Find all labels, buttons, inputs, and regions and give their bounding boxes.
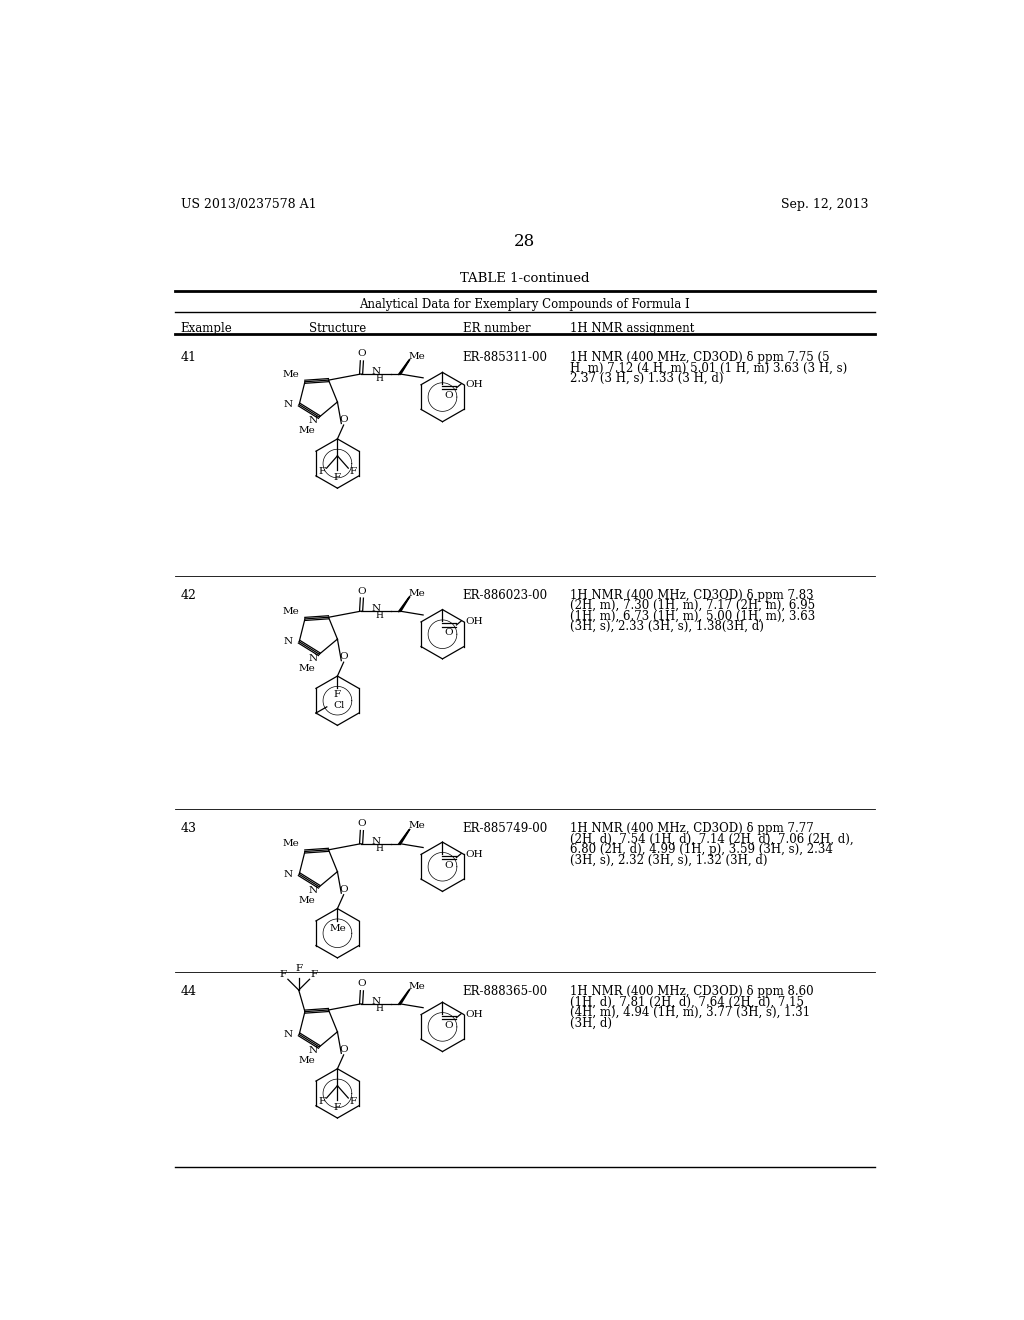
Text: Structure: Structure — [308, 322, 366, 335]
Text: Me: Me — [299, 664, 315, 673]
Text: F: F — [349, 467, 356, 475]
Text: N: N — [372, 605, 380, 614]
Text: O: O — [357, 350, 367, 359]
Text: F: F — [334, 1102, 341, 1111]
Text: (4H, m), 4.94 (1H, m), 3.77 (3H, s), 1.31: (4H, m), 4.94 (1H, m), 3.77 (3H, s), 1.3… — [569, 1006, 810, 1019]
Text: TABLE 1-continued: TABLE 1-continued — [460, 272, 590, 285]
Text: 6.80 (2H, d), 4.99 (1H, p), 3.59 (3H, s), 2.34: 6.80 (2H, d), 4.99 (1H, p), 3.59 (3H, s)… — [569, 843, 833, 855]
Text: F: F — [349, 1097, 356, 1106]
Polygon shape — [398, 359, 410, 375]
Polygon shape — [398, 829, 410, 845]
Text: Me: Me — [299, 1056, 315, 1065]
Text: F: F — [280, 970, 287, 979]
Text: (1H, d), 7.81 (2H, d), 7.64 (2H, d), 7.15: (1H, d), 7.81 (2H, d), 7.64 (2H, d), 7.1… — [569, 995, 804, 1008]
Text: O: O — [339, 652, 348, 661]
Text: Example: Example — [180, 322, 232, 335]
Text: OH: OH — [466, 380, 483, 389]
Text: F: F — [334, 690, 341, 700]
Text: ER-885311-00: ER-885311-00 — [463, 351, 548, 364]
Text: OH: OH — [466, 1010, 483, 1019]
Text: N: N — [284, 400, 293, 409]
Text: 44: 44 — [180, 985, 197, 998]
Text: 42: 42 — [180, 589, 197, 602]
Text: H: H — [376, 843, 384, 853]
Text: F: F — [318, 1097, 326, 1106]
Text: O: O — [357, 586, 367, 595]
Text: Cl: Cl — [333, 701, 344, 710]
Text: O: O — [339, 1045, 348, 1053]
Text: O: O — [339, 416, 348, 424]
Text: 1H NMR (400 MHz, CD3OD) δ ppm 7.83: 1H NMR (400 MHz, CD3OD) δ ppm 7.83 — [569, 589, 813, 602]
Text: N: N — [284, 1030, 293, 1039]
Text: F: F — [295, 964, 302, 973]
Text: F: F — [310, 970, 317, 979]
Text: N: N — [308, 886, 317, 895]
Text: Me: Me — [409, 589, 425, 598]
Text: ER-886023-00: ER-886023-00 — [463, 589, 548, 602]
Text: 28: 28 — [514, 234, 536, 249]
Text: 1H NMR (400 MHz, CD3OD) δ ppm 7.75 (5: 1H NMR (400 MHz, CD3OD) δ ppm 7.75 (5 — [569, 351, 829, 364]
Text: OH: OH — [466, 850, 483, 859]
Text: 43: 43 — [180, 822, 197, 836]
Text: H: H — [376, 374, 384, 383]
Text: 1H NMR assignment: 1H NMR assignment — [569, 322, 694, 335]
Text: Sep. 12, 2013: Sep. 12, 2013 — [781, 198, 869, 211]
Text: N: N — [372, 997, 380, 1006]
Text: Me: Me — [409, 351, 425, 360]
Text: N: N — [284, 870, 293, 879]
Text: Analytical Data for Exemplary Compounds of Formula I: Analytical Data for Exemplary Compounds … — [359, 298, 690, 310]
Text: (2H, m), 7.30 (1H, m), 7.17 (2H, m), 6.95: (2H, m), 7.30 (1H, m), 7.17 (2H, m), 6.9… — [569, 599, 815, 612]
Text: O: O — [357, 979, 367, 989]
Text: Me: Me — [329, 924, 346, 933]
Text: F: F — [334, 473, 341, 482]
Text: N: N — [308, 416, 317, 425]
Text: O: O — [444, 861, 453, 870]
Text: (2H, d), 7.54 (1H, d), 7.14 (2H, d), 7.06 (2H, d),: (2H, d), 7.54 (1H, d), 7.14 (2H, d), 7.0… — [569, 833, 853, 846]
Text: O: O — [444, 391, 453, 400]
Text: N: N — [308, 1047, 317, 1055]
Text: Me: Me — [299, 896, 315, 906]
Text: Me: Me — [283, 840, 299, 849]
Text: N: N — [284, 638, 293, 647]
Text: N: N — [308, 653, 317, 663]
Text: (3H, s), 2.32 (3H, s), 1.32 (3H, d): (3H, s), 2.32 (3H, s), 1.32 (3H, d) — [569, 853, 767, 866]
Polygon shape — [398, 989, 410, 1005]
Text: O: O — [339, 884, 348, 894]
Text: 1H NMR (400 MHz, CD3OD) δ ppm 7.77: 1H NMR (400 MHz, CD3OD) δ ppm 7.77 — [569, 822, 813, 836]
Text: 2.37 (3 H, s) 1.33 (3 H, d): 2.37 (3 H, s) 1.33 (3 H, d) — [569, 372, 723, 384]
Text: 41: 41 — [180, 351, 197, 364]
Text: OH: OH — [466, 618, 483, 627]
Text: 1H NMR (400 MHz, CD3OD) δ ppm 8.60: 1H NMR (400 MHz, CD3OD) δ ppm 8.60 — [569, 985, 813, 998]
Text: O: O — [357, 820, 367, 828]
Text: Me: Me — [409, 982, 425, 990]
Text: F: F — [318, 467, 326, 475]
Text: ER-888365-00: ER-888365-00 — [463, 985, 548, 998]
Text: (3H, s), 2.33 (3H, s), 1.38(3H, d): (3H, s), 2.33 (3H, s), 1.38(3H, d) — [569, 620, 764, 634]
Text: (3H, d): (3H, d) — [569, 1016, 611, 1030]
Text: H, m) 7.12 (4 H, m) 5.01 (1 H, m) 3.63 (3 H, s): H, m) 7.12 (4 H, m) 5.01 (1 H, m) 3.63 (… — [569, 362, 847, 375]
Text: H: H — [376, 611, 384, 620]
Text: O: O — [444, 628, 453, 638]
Text: N: N — [372, 367, 380, 376]
Text: Me: Me — [283, 607, 299, 615]
Text: Me: Me — [299, 426, 315, 436]
Text: US 2013/0237578 A1: US 2013/0237578 A1 — [180, 198, 316, 211]
Text: Me: Me — [409, 821, 425, 830]
Text: ER number: ER number — [463, 322, 530, 335]
Text: (1H, m), 6.73 (1H, m), 5.00 (1H, m), 3.63: (1H, m), 6.73 (1H, m), 5.00 (1H, m), 3.6… — [569, 610, 815, 623]
Text: ER-885749-00: ER-885749-00 — [463, 822, 548, 836]
Text: Me: Me — [283, 370, 299, 379]
Text: H: H — [376, 1005, 384, 1012]
Text: N: N — [372, 837, 380, 846]
Polygon shape — [398, 597, 410, 612]
Text: O: O — [444, 1020, 453, 1030]
